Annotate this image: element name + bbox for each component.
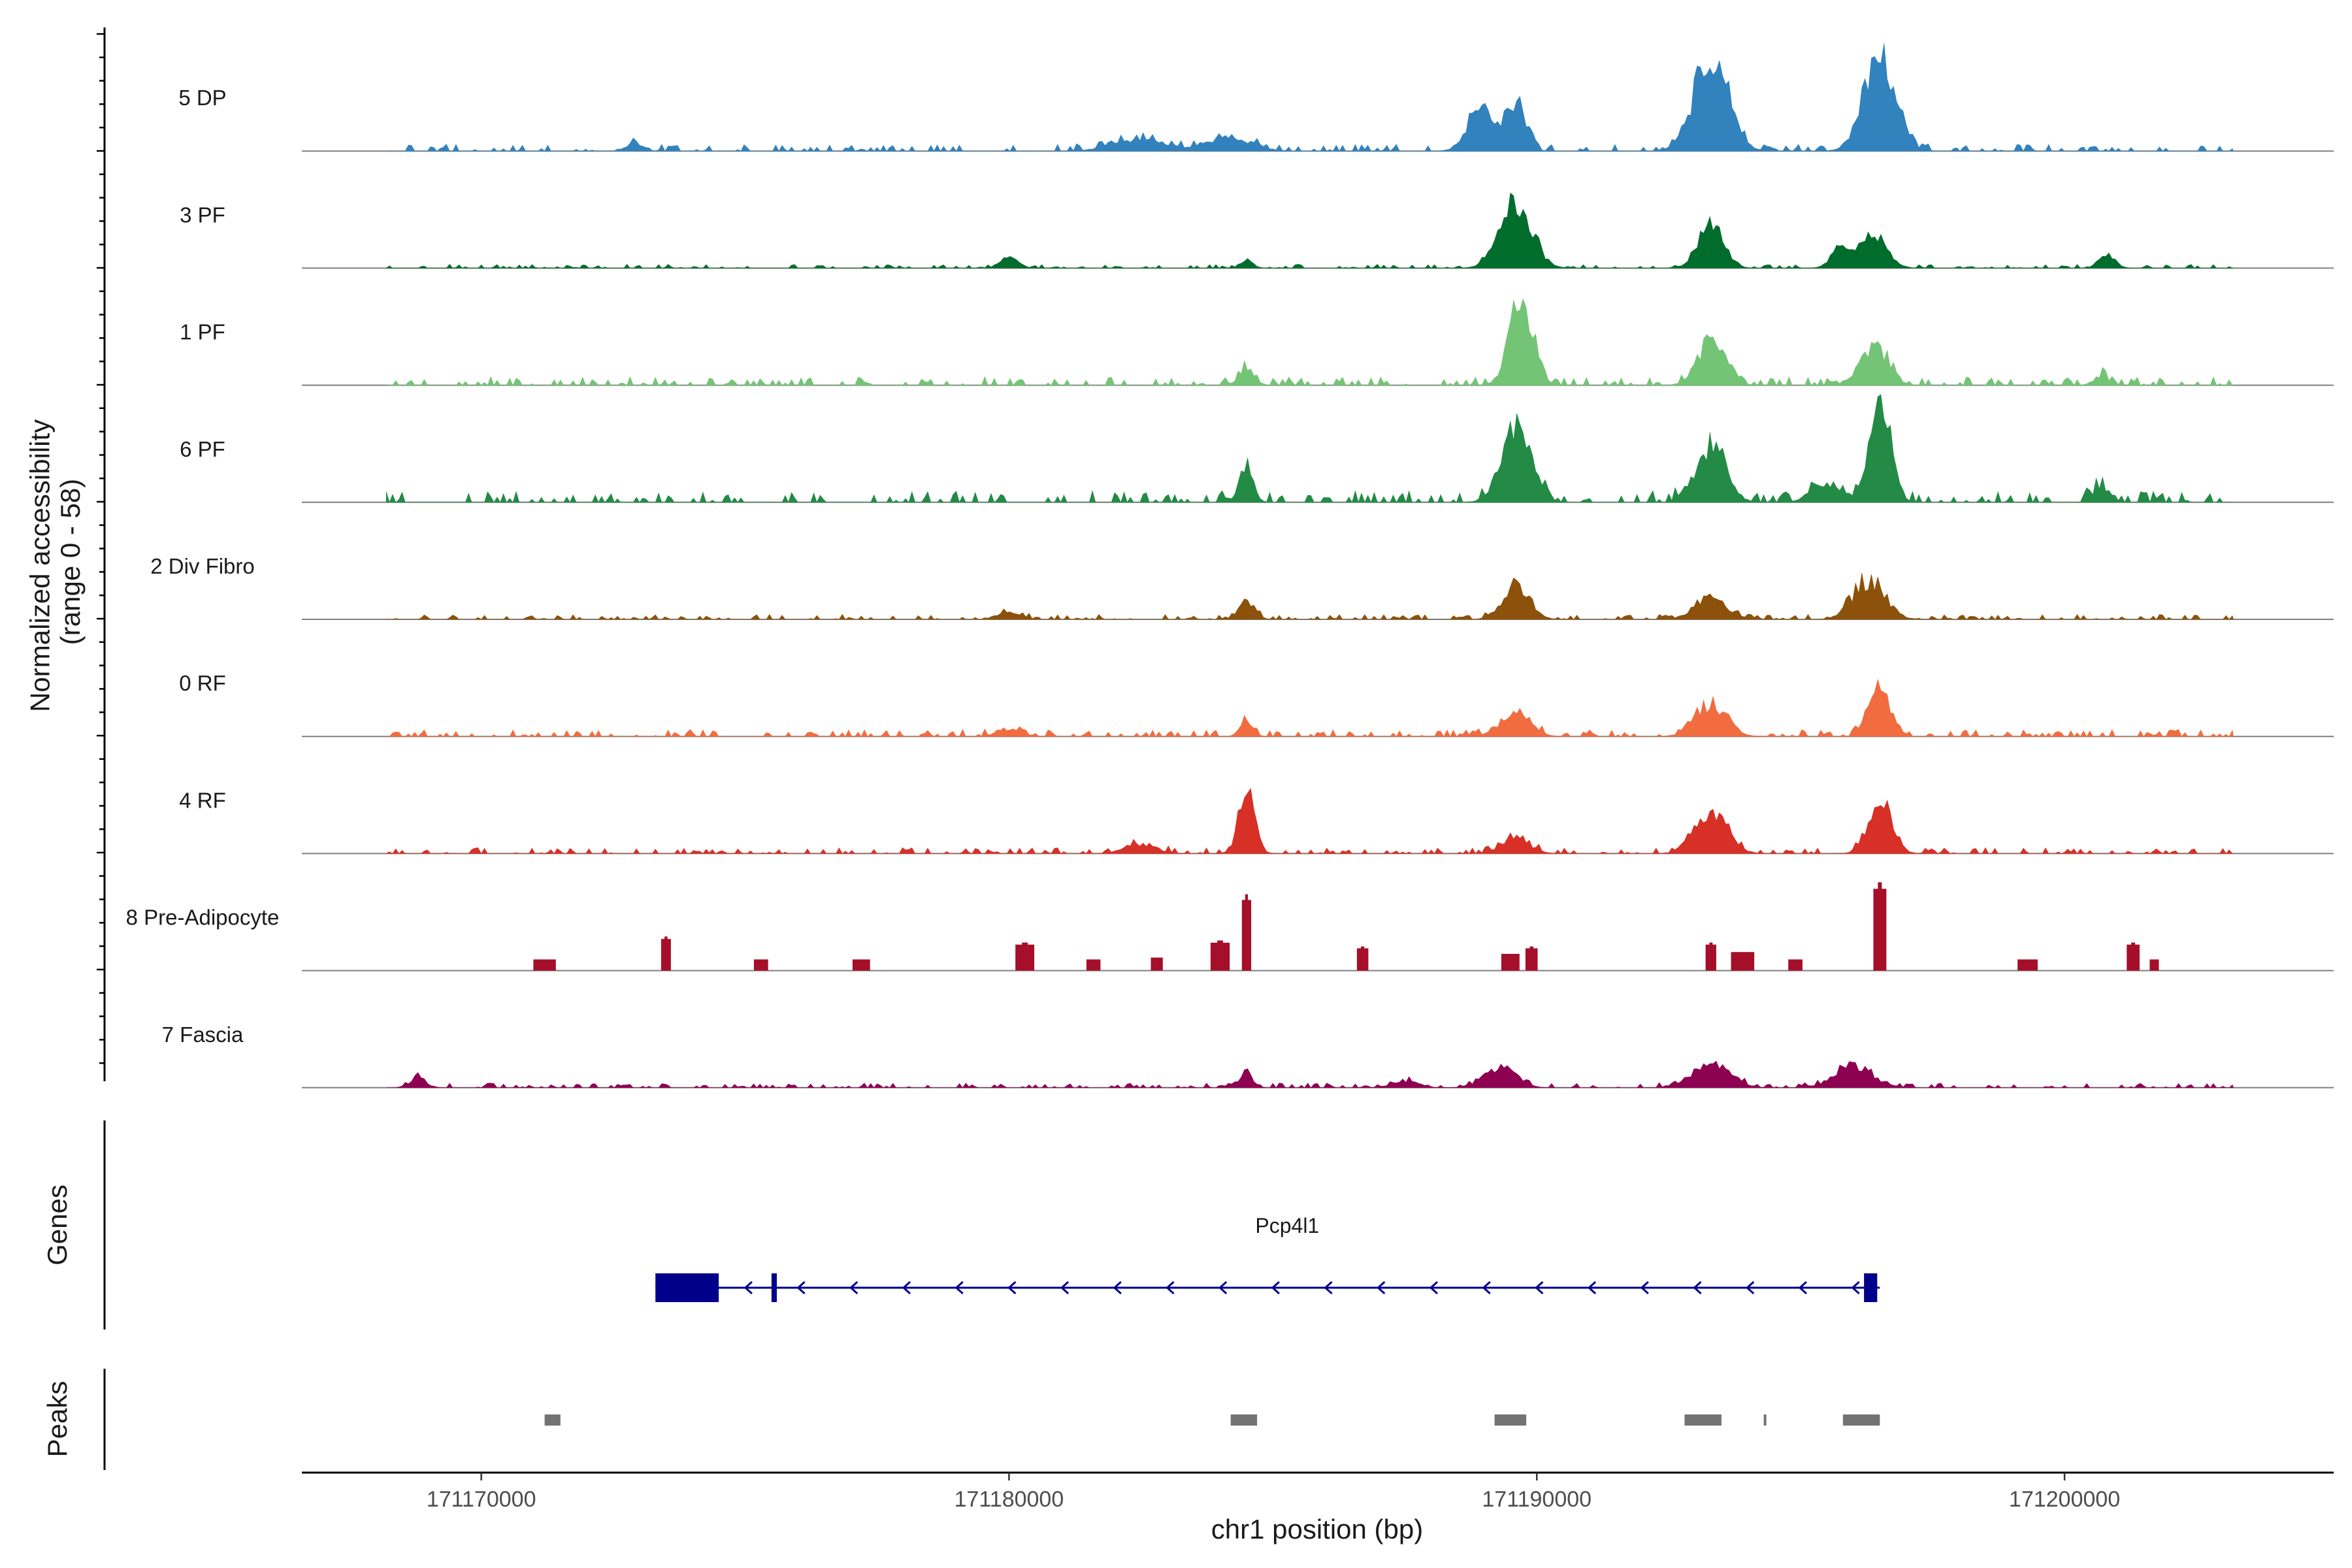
track-label: 8 Pre-Adipocyte xyxy=(126,906,280,930)
track-label: 7 Fascia xyxy=(162,1022,244,1047)
coverage-tracks xyxy=(302,43,2334,1088)
coverage-bar xyxy=(1709,942,1713,971)
strand-arrow xyxy=(1587,1281,1597,1295)
coverage-bar xyxy=(1501,954,1520,971)
track-label: 5 DP xyxy=(178,86,226,110)
strand-arrow xyxy=(1377,1281,1386,1295)
y-axis-title-line2: (range 0 - 58) xyxy=(55,479,86,645)
coverage-area xyxy=(385,394,2234,503)
coverage-area xyxy=(386,572,2234,620)
strand-arrow xyxy=(1851,1281,1860,1295)
track-label: 2 Div Fibro xyxy=(150,554,255,578)
coverage-bar xyxy=(1245,894,1249,971)
coverage-bar xyxy=(664,936,668,971)
gene-exon xyxy=(655,1273,719,1302)
coverage-bar xyxy=(1878,882,1882,971)
x-tick-label: 171190000 xyxy=(1482,1487,1592,1512)
y-axis-ticks xyxy=(97,33,105,1064)
strand-arrow xyxy=(1007,1281,1017,1295)
strand-arrow xyxy=(1693,1281,1702,1295)
gene-exon xyxy=(771,1273,777,1302)
coverage-area xyxy=(385,788,2234,854)
peaks-panel-label: Peaks xyxy=(42,1381,73,1458)
strand-arrow xyxy=(849,1281,858,1295)
coverage-bar xyxy=(852,959,870,971)
y-axis-title-line1: Normalized accessibility xyxy=(25,419,56,712)
strand-arrow xyxy=(1060,1281,1070,1295)
gene-name-label: Pcp4l1 xyxy=(1255,1214,1319,1237)
track-label: 1 PF xyxy=(180,320,225,344)
gene-annotation-track: Pcp4l1 xyxy=(655,1214,1880,1302)
y-axis-title: Normalized accessibility (range 0 - 58) xyxy=(25,412,86,712)
coverage-bar xyxy=(1361,946,1365,971)
coverage-bar xyxy=(1086,959,1101,971)
peak-region xyxy=(1230,1414,1258,1426)
peaks-track xyxy=(544,1414,1880,1426)
coverage-bar xyxy=(1731,952,1755,971)
strand-arrow xyxy=(1324,1281,1333,1295)
coverage-area xyxy=(386,43,2234,152)
track-label: 3 PF xyxy=(180,203,225,227)
peak-region xyxy=(1494,1414,1527,1426)
x-tick-label: 171180000 xyxy=(955,1487,1064,1512)
coverage-bar xyxy=(1151,957,1163,971)
strand-arrow xyxy=(1482,1281,1491,1295)
strand-arrow xyxy=(1429,1281,1439,1295)
peak-region xyxy=(1842,1414,1880,1426)
coverage-area xyxy=(386,1060,2234,1088)
strand-arrow xyxy=(743,1281,753,1295)
strand-arrow xyxy=(1798,1281,1807,1295)
x-axis-title: chr1 position (bp) xyxy=(1211,1514,1424,1544)
strand-arrow xyxy=(1745,1281,1755,1295)
coverage-area xyxy=(385,192,2234,269)
strand-arrow xyxy=(902,1281,911,1295)
coverage-area xyxy=(386,678,2234,737)
coverage-bar xyxy=(2149,959,2159,971)
x-tick-label: 171200000 xyxy=(2009,1487,2120,1512)
coverage-bar xyxy=(1788,959,1803,971)
strand-arrow xyxy=(1166,1281,1175,1295)
coverage-bar xyxy=(533,959,556,971)
track-labels: 5 DP 3 PF 1 PF 6 PF 2 Div Fibro 0 RF 4 RF 8 Pre… xyxy=(126,86,280,1047)
strand-arrow xyxy=(1113,1281,1122,1295)
coverage-bar xyxy=(1529,946,1533,971)
track-label: 6 PF xyxy=(180,437,225,461)
coverage-area xyxy=(386,298,2234,386)
genes-panel-label: Genes xyxy=(42,1184,73,1266)
strand-arrow xyxy=(1218,1281,1228,1295)
coverage-bar xyxy=(2017,959,2038,971)
peak-region xyxy=(544,1414,561,1426)
coverage-bar xyxy=(2131,942,2135,971)
gene-exon xyxy=(1864,1273,1878,1302)
coverage-bar xyxy=(753,959,768,971)
strand-arrow xyxy=(1535,1281,1544,1295)
strand-arrow xyxy=(796,1281,806,1295)
strand-arrow xyxy=(1271,1281,1280,1295)
strand-arrow xyxy=(955,1281,964,1295)
x-tick-label: 171170000 xyxy=(427,1487,536,1512)
track-label: 4 RF xyxy=(179,788,226,812)
strand-arrow xyxy=(1640,1281,1649,1295)
peak-region xyxy=(1684,1414,1722,1426)
track-label: 0 RF xyxy=(179,671,226,695)
coverage-bar xyxy=(1217,940,1223,971)
peak-region xyxy=(1763,1414,1767,1426)
x-axis-ticks: 171170000 171180000 171190000 171200000 xyxy=(427,1473,2120,1512)
coverage-bar xyxy=(1022,942,1028,971)
